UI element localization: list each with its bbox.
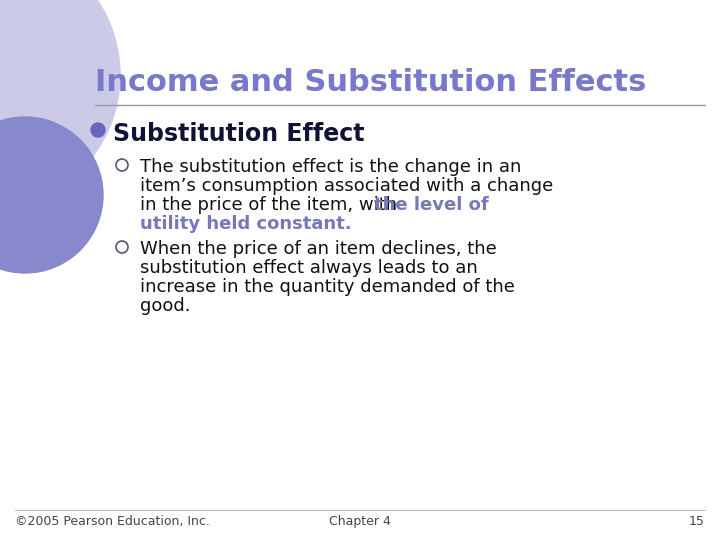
Text: ©2005 Pearson Education, Inc.: ©2005 Pearson Education, Inc. — [15, 515, 210, 528]
Text: substitution effect always leads to an: substitution effect always leads to an — [140, 259, 478, 277]
Circle shape — [0, 117, 103, 273]
Text: good.: good. — [140, 297, 191, 315]
Text: 15: 15 — [689, 515, 705, 528]
Text: When the price of an item declines, the: When the price of an item declines, the — [140, 240, 497, 258]
Text: utility held constant.: utility held constant. — [140, 215, 351, 233]
Text: item’s consumption associated with a change: item’s consumption associated with a cha… — [140, 177, 553, 195]
Text: in the price of the item, with: in the price of the item, with — [140, 196, 403, 214]
Text: the level of: the level of — [374, 196, 489, 214]
Text: Chapter 4: Chapter 4 — [329, 515, 391, 528]
Circle shape — [91, 123, 105, 137]
Text: Income and Substitution Effects: Income and Substitution Effects — [95, 68, 647, 97]
Circle shape — [0, 0, 120, 210]
Text: increase in the quantity demanded of the: increase in the quantity demanded of the — [140, 278, 515, 296]
Text: The substitution effect is the change in an: The substitution effect is the change in… — [140, 158, 521, 176]
Text: Substitution Effect: Substitution Effect — [113, 122, 364, 146]
